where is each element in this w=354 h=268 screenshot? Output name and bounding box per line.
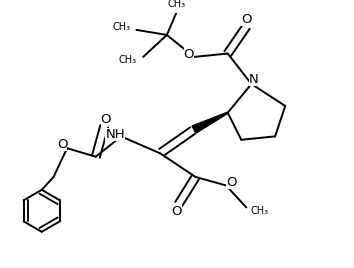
Polygon shape xyxy=(192,112,228,133)
Text: CH₃: CH₃ xyxy=(168,0,186,9)
Text: O: O xyxy=(184,48,194,61)
Text: O: O xyxy=(57,138,67,151)
Text: N: N xyxy=(249,73,259,86)
Text: CH₃: CH₃ xyxy=(112,22,130,32)
Text: O: O xyxy=(172,205,182,218)
Text: O: O xyxy=(226,176,236,189)
Text: O: O xyxy=(101,113,111,126)
Text: O: O xyxy=(241,13,252,26)
Text: NH: NH xyxy=(105,128,125,141)
Text: CH₃: CH₃ xyxy=(119,55,137,65)
Text: CH₃: CH₃ xyxy=(251,206,269,216)
